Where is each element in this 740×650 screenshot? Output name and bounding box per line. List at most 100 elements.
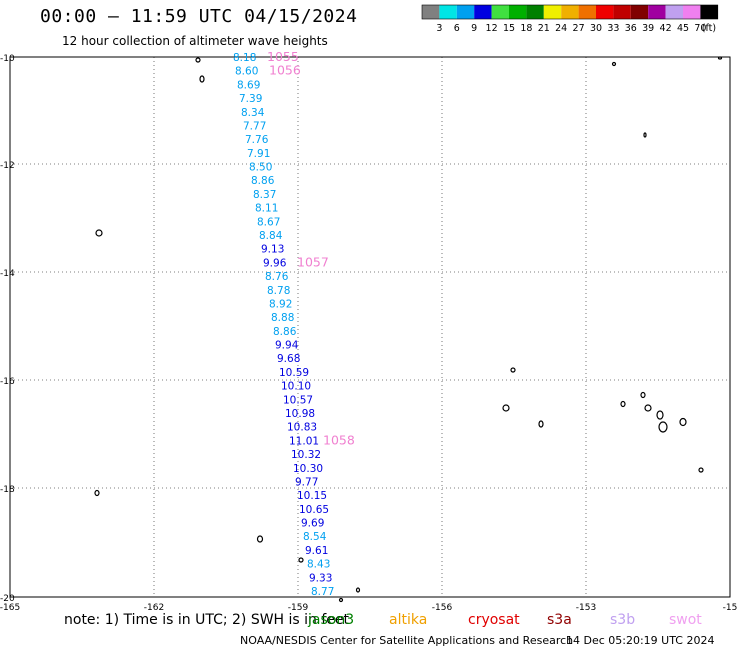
island-outline — [199, 75, 205, 83]
wave-height-reading: 10.83 — [287, 422, 317, 434]
y-tick-label: -20 — [0, 594, 15, 604]
satellite-name: altika — [389, 612, 428, 628]
legend-swatch — [474, 5, 492, 19]
wave-height-reading: 9.77 — [295, 476, 318, 488]
wave-height-reading: 8.18 — [233, 52, 256, 64]
wave-height-reading: 9.61 — [305, 545, 328, 557]
island-outline — [538, 420, 544, 428]
wave-height-reading: 8.86 — [251, 175, 275, 187]
y-tick-label: -18 — [0, 485, 15, 495]
legend-label: 18 — [520, 23, 532, 34]
island-outline — [94, 489, 100, 497]
legend-swatch — [526, 5, 544, 19]
legend-swatch — [700, 5, 718, 19]
track-time-label: 1056 — [269, 63, 301, 78]
island-outline — [658, 421, 668, 433]
island-outline — [611, 61, 617, 67]
wave-height-reading: 9.13 — [261, 244, 284, 256]
satellite-name: jason3 — [308, 612, 355, 628]
wave-height-reading: 9.69 — [301, 518, 324, 530]
page-subtitle: 12 hour collection of altimeter wave hei… — [62, 34, 328, 48]
legend-swatch — [543, 5, 562, 19]
wave-height-reading: 7.91 — [247, 148, 270, 160]
wave-height-reading: 8.37 — [253, 189, 276, 201]
wave-height-reading: 7.76 — [245, 134, 269, 146]
legend-swatch — [456, 5, 475, 19]
wave-height-reading: 8.86 — [273, 326, 297, 338]
legend-swatch — [509, 5, 527, 19]
x-tick-label: -165 — [0, 603, 20, 613]
y-tick-label: -16 — [0, 377, 15, 387]
legend-label: 33 — [607, 23, 619, 34]
legend-swatch — [630, 5, 649, 19]
island-outline — [644, 404, 652, 412]
island-outline — [256, 535, 264, 543]
wave-height-reading: 9.68 — [277, 353, 300, 365]
wave-height-reading: 10.59 — [279, 367, 309, 379]
wave-height-reading: 8.54 — [303, 531, 327, 543]
legend-label: 30 — [590, 23, 602, 34]
legend-label: 12 — [486, 23, 498, 34]
legend-unit: (ft) — [702, 23, 716, 34]
island-outline — [640, 391, 646, 399]
wave-height-reading: 10.98 — [285, 408, 315, 420]
wave-height-reading: 8.69 — [237, 79, 260, 91]
legend-label: 27 — [573, 23, 585, 34]
wave-height-reading: 8.88 — [271, 312, 294, 324]
track-time-label: 1058 — [323, 432, 355, 447]
legend-frame — [421, 4, 719, 20]
x-tick-label: -156 — [432, 603, 453, 613]
legend-swatch — [648, 5, 666, 19]
island-outline — [620, 400, 626, 408]
wave-height-reading: 8.84 — [259, 230, 283, 242]
wave-height-reading: 8.77 — [311, 586, 334, 598]
legend-swatch — [561, 5, 579, 19]
color-legend: 3 6 9 12 15 18 21 24 27 30 33 36 39 42 45 70(ft) — [421, 4, 719, 34]
x-tick-label: -162 — [144, 603, 164, 613]
wave-height-reading: 8.67 — [257, 216, 280, 228]
legend-swatch — [578, 5, 596, 19]
wave-height-reading: 8.78 — [267, 285, 290, 297]
wave-height-reading: 8.76 — [265, 271, 289, 283]
y-tick-label: -10 — [0, 54, 15, 64]
island-outline — [510, 367, 516, 373]
wave-height-reading: 7.39 — [239, 93, 262, 105]
wave-height-reading: 10.32 — [291, 449, 321, 461]
legend-swatch — [596, 5, 614, 19]
wave-height-reading: 8.60 — [235, 66, 258, 78]
island-outline — [195, 57, 201, 63]
legend-label: 45 — [677, 23, 689, 34]
island-outline — [338, 597, 344, 603]
wave-height-reading: 10.57 — [283, 394, 313, 406]
wave-height-reading: 7.77 — [243, 120, 266, 132]
satellite-name: cryosat — [468, 612, 520, 628]
island-outline — [698, 467, 704, 473]
track-time-label: 1057 — [297, 254, 329, 269]
wave-height-reading: 9.96 — [263, 257, 287, 269]
footer-note: note: 1) Time is in UTC; 2) SWH is in fe… — [64, 612, 350, 628]
map-frame — [9, 56, 731, 598]
wave-height-reading: 8.11 — [255, 203, 278, 215]
legend-swatch — [665, 5, 683, 19]
island-outline — [679, 417, 687, 427]
wave-height-reading: 9.33 — [309, 572, 332, 584]
legend-label: 21 — [538, 23, 550, 34]
satellite-name: swot — [669, 612, 702, 628]
y-tick-label: -12 — [0, 161, 15, 171]
satellite-name: s3b — [610, 612, 636, 628]
legend-label: 42 — [660, 23, 672, 34]
island-outline — [502, 404, 510, 412]
x-tick-label: -153 — [576, 603, 596, 613]
page-title: 00:00 – 11:59 UTC 04/15/2024 — [40, 6, 358, 27]
wave-height-reading: 8.92 — [269, 298, 292, 310]
island-outline — [355, 587, 361, 593]
footer-credit: NOAA/NESDIS Center for Satellite Applica… — [240, 634, 574, 647]
legend-label: 70 — [694, 23, 706, 34]
wave-height-reading: 8.34 — [241, 107, 265, 119]
wave-height-reading: 10.30 — [293, 463, 323, 475]
island-outline — [717, 56, 723, 60]
legend-swatch — [491, 5, 509, 19]
footer-generated-time: 14 Dec 05:20:19 UTC 2024 — [566, 634, 715, 647]
